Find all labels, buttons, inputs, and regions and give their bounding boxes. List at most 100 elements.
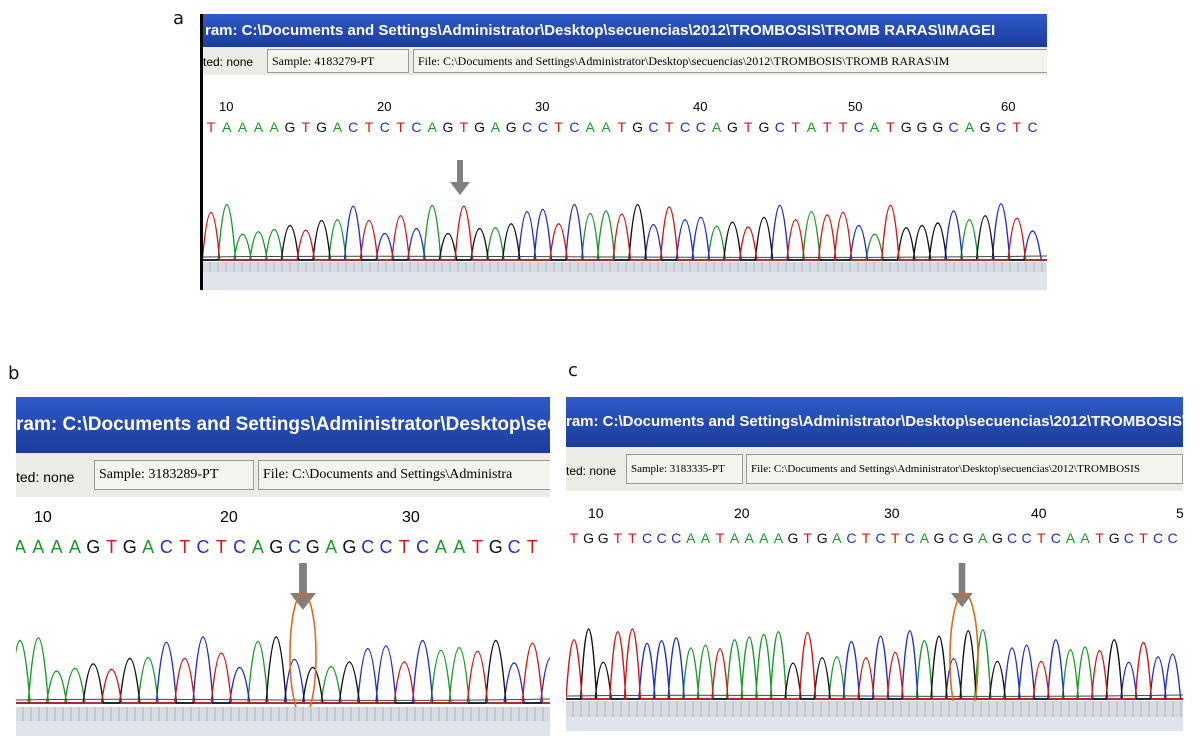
base-call: T: [744, 119, 753, 135]
base-call: T: [207, 119, 216, 135]
base-call: A: [601, 119, 611, 135]
base-call: A: [428, 119, 438, 135]
sample-name-field[interactable]: Sample: 3183335-PT: [626, 454, 743, 484]
base-call: G: [598, 530, 609, 546]
sample-name-field[interactable]: Sample: 4183279-PT: [267, 49, 409, 73]
base-call: G: [285, 119, 296, 135]
base-call: A: [222, 119, 232, 135]
quality-strip: [16, 707, 550, 721]
position-tick: 50: [1176, 505, 1183, 521]
base-call: C: [361, 537, 374, 557]
base-call: A: [1080, 530, 1090, 546]
position-tick: 30: [535, 99, 550, 114]
base-call: C: [569, 119, 579, 135]
file-path-field[interactable]: File: C:\Documents and Settings\Administ…: [413, 49, 1047, 73]
position-tick: 30: [884, 505, 900, 521]
base-call: A: [16, 537, 26, 557]
panel-label-a: a: [173, 8, 185, 29]
baseline-noise: [566, 694, 1183, 697]
position-ruler: 10 20 30: [16, 509, 550, 527]
trace-t: [566, 628, 1183, 700]
base-call: C: [846, 530, 856, 546]
base-call: A: [238, 119, 248, 135]
base-call: C: [657, 530, 667, 546]
base-call: C: [380, 119, 390, 135]
scroll-bar[interactable]: [566, 717, 1183, 731]
base-call: A: [270, 119, 280, 135]
base-call: T: [886, 119, 895, 135]
base-call: T: [527, 537, 538, 557]
position-tick: 20: [220, 509, 238, 526]
base-call: C: [876, 530, 886, 546]
base-call: C: [348, 119, 358, 135]
base-call: T: [1095, 530, 1104, 546]
base-call: A: [712, 119, 722, 135]
base-call: C: [1168, 530, 1178, 546]
position-tick: 60: [1001, 99, 1016, 114]
base-call: A: [491, 119, 501, 135]
base-call: T: [106, 537, 117, 557]
position-tick: 20: [377, 99, 392, 114]
base-call: A: [51, 537, 63, 557]
base-call: A: [920, 530, 930, 546]
position-tick: 10: [34, 509, 52, 526]
base-call: C: [1028, 119, 1038, 135]
file-path-field[interactable]: File: C:\Documents and Settings\Administ…: [258, 460, 550, 490]
position-ruler: 10 20 30 40 50 60: [203, 99, 1047, 115]
file-path-field[interactable]: File: C:\Documents and Settings\Administ…: [746, 454, 1183, 484]
base-call: T: [839, 119, 848, 135]
base-call: T: [472, 537, 483, 557]
base-call: T: [179, 537, 190, 557]
base-call: T: [791, 119, 800, 135]
edited-status: ted: none: [16, 469, 75, 485]
chromatogram-window-a: ram: C:\Documents and Settings\Administr…: [200, 14, 1047, 290]
trace-g: [16, 636, 550, 704]
base-call: G: [992, 530, 1003, 546]
base-call: A: [686, 530, 696, 546]
info-bar: ted: none Sample: 3183335-PT File: C:\Do…: [566, 447, 1183, 491]
base-call: C: [949, 119, 959, 135]
base-call: T: [1037, 530, 1046, 546]
position-tick: 10: [219, 99, 234, 114]
base-call: A: [435, 537, 447, 557]
chromatogram-window-c: ram: C:\Documents and Settings\Administr…: [566, 397, 1183, 731]
position-tick: 30: [402, 509, 420, 526]
scroll-bar[interactable]: [203, 272, 1047, 290]
base-call: C: [648, 119, 658, 135]
base-call: G: [727, 119, 738, 135]
base-call: T: [665, 119, 674, 135]
base-call: T: [570, 530, 579, 546]
base-call: A: [774, 530, 784, 546]
base-call: C: [288, 537, 301, 557]
base-call: G: [932, 119, 943, 135]
edited-status: ted: none: [566, 464, 617, 478]
trace-a: [566, 629, 1183, 700]
sample-name-field[interactable]: Sample: 3183289-PT: [94, 460, 254, 490]
trace-g: [566, 628, 1183, 700]
base-call: A: [252, 537, 264, 557]
base-call: A: [453, 537, 465, 557]
base-call: C: [508, 537, 521, 557]
panel-label-b: b: [8, 363, 20, 384]
position-tick: 40: [1031, 505, 1047, 521]
info-bar: ted: none Sample: 4183279-PT File: C:\Do…: [203, 47, 1047, 75]
scroll-bar[interactable]: [16, 721, 550, 736]
base-call: A: [807, 119, 817, 135]
base-call: G: [980, 119, 991, 135]
edited-status: ted: none: [203, 55, 254, 69]
quality-strip: [566, 701, 1183, 717]
base-call: A: [325, 537, 337, 557]
base-call: T: [554, 119, 563, 135]
base-call: C: [1051, 530, 1061, 546]
trace-c: [566, 630, 1183, 700]
base-call: C: [380, 537, 393, 557]
base-call: G: [934, 530, 945, 546]
base-call: T: [1013, 119, 1022, 135]
base-call: G: [443, 119, 454, 135]
base-call: C: [854, 119, 864, 135]
base-call: T: [365, 119, 374, 135]
base-call: A: [333, 119, 343, 135]
base-call: T: [1139, 530, 1148, 546]
base-call: A: [965, 119, 975, 135]
position-tick: 10: [588, 505, 604, 521]
